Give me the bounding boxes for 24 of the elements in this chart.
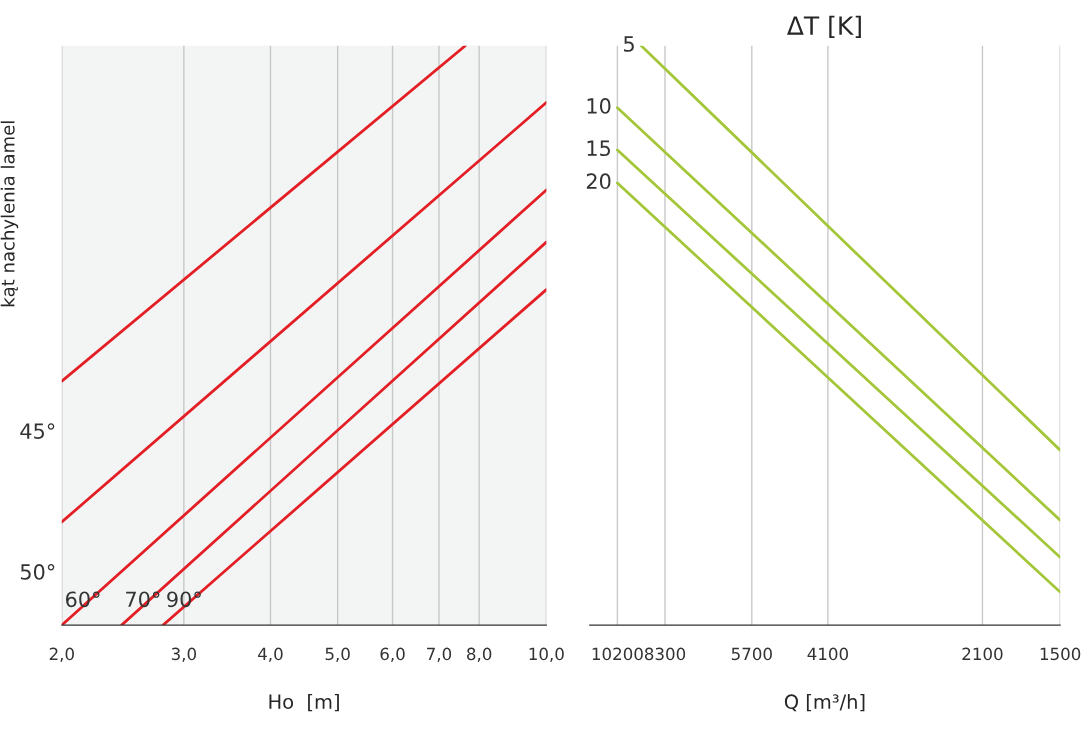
series-label: 20 bbox=[586, 173, 611, 190]
x-tick-label: 7,0 bbox=[427, 647, 452, 662]
x-tick-label: 8,0 bbox=[467, 647, 492, 662]
x-tick-label: 3,0 bbox=[171, 647, 197, 662]
x-axis-title: Ho [m] bbox=[269, 693, 339, 712]
x-tick-label: 8300 bbox=[644, 647, 686, 661]
x-axis-title: Q [m³/h] bbox=[784, 693, 865, 712]
chart-title: ΔT [K] bbox=[787, 15, 861, 38]
x-tick-label: 10200 bbox=[592, 647, 643, 661]
x-tick-label: 5700 bbox=[731, 647, 772, 661]
x-tick-label: 6,0 bbox=[380, 647, 405, 662]
x-tick-label: 1500 bbox=[1040, 647, 1081, 661]
series-label: 10 bbox=[587, 98, 611, 114]
series-label: 5 bbox=[624, 36, 634, 52]
x-tick-label: 5,0 bbox=[325, 647, 350, 662]
text: 45° bbox=[20, 423, 55, 439]
x-tick-label: 4,0 bbox=[258, 647, 283, 662]
series-label: 15 bbox=[587, 140, 611, 157]
x-tick-label: 10,0 bbox=[529, 647, 564, 662]
text: 50° bbox=[20, 564, 55, 580]
x-tick-label: 4100 bbox=[807, 647, 849, 661]
y-axis-title: kąt nachylenia lamel bbox=[0, 121, 19, 307]
x-tick-label: 2,0 bbox=[49, 647, 74, 662]
x-tick-label: 2100 bbox=[962, 647, 1003, 661]
